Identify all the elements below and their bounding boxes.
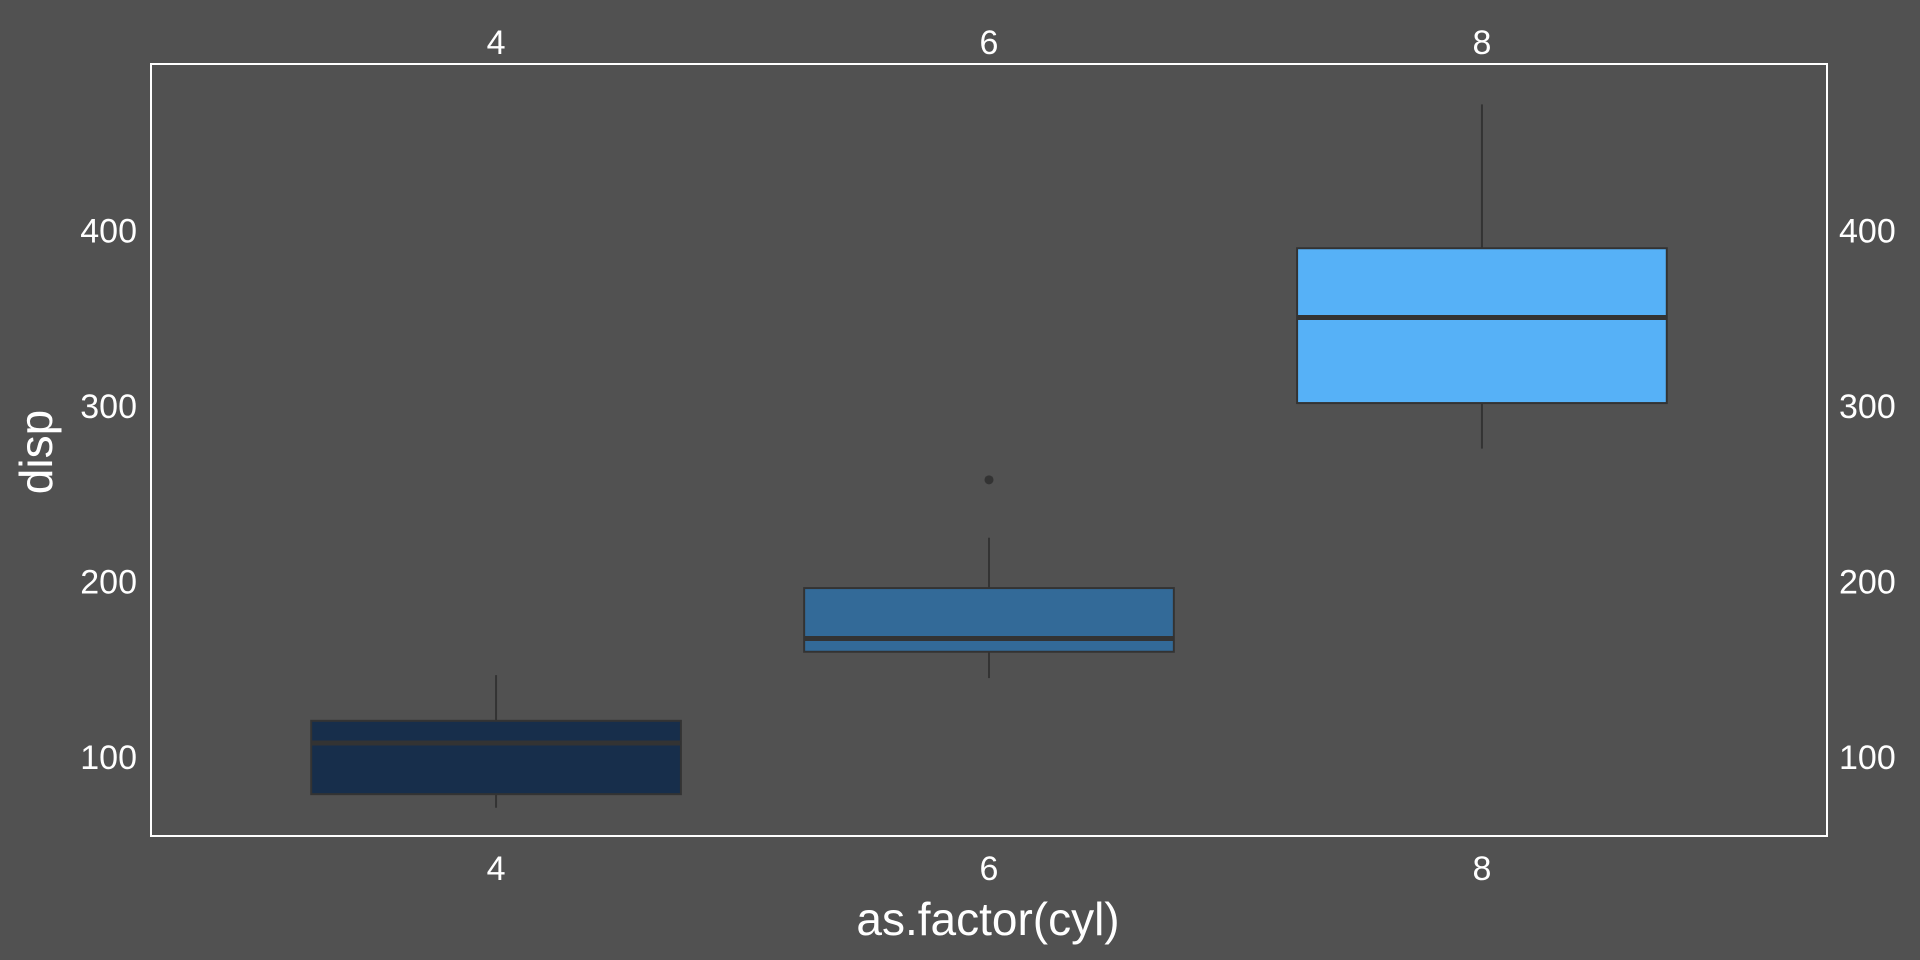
x-tick-label-top: 6	[980, 24, 999, 62]
x-tick-label-bottom: 8	[1472, 850, 1491, 888]
y-tick-label-right: 400	[1839, 213, 1896, 251]
y-tick-label-right: 200	[1839, 564, 1896, 602]
y-tick-label-left: 400	[80, 213, 137, 251]
panel-border	[150, 63, 1828, 837]
ticks-layer: 100 100 200 200 300 300 400 400 4 4 6 6 8 8	[80, 24, 1895, 888]
outlier-point	[984, 475, 994, 485]
x-tick-label-bottom: 6	[980, 850, 999, 888]
y-tick-label-left: 200	[80, 564, 137, 602]
box-group-6	[803, 475, 1175, 679]
y-tick-label-right: 100	[1839, 739, 1896, 777]
y-tick-label-right: 300	[1839, 388, 1896, 426]
x-tick-label-top: 4	[487, 24, 506, 62]
y-axis-title: disp	[10, 410, 62, 494]
box-group-4	[310, 675, 682, 808]
box-iqr	[803, 587, 1175, 653]
x-axis-title: as.factor(cyl)	[856, 893, 1119, 945]
x-tick-label-bottom: 4	[487, 850, 506, 888]
boxes-layer	[310, 104, 1668, 808]
y-tick-label-left: 100	[80, 739, 137, 777]
box-iqr	[1296, 247, 1668, 405]
box-iqr	[310, 719, 682, 796]
x-tick-label-top: 8	[1472, 24, 1491, 62]
box-group-8	[1296, 104, 1668, 449]
y-tick-label-left: 300	[80, 388, 137, 426]
